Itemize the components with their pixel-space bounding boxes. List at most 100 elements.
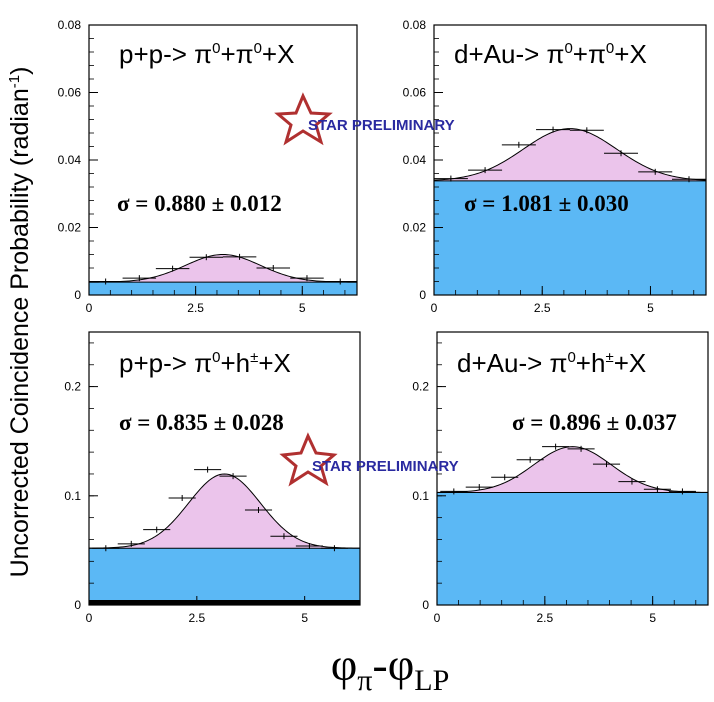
data-point xyxy=(194,466,222,473)
panel-title-part: +h xyxy=(220,348,250,378)
panel-title-part: 0 xyxy=(567,349,575,366)
fit-curve xyxy=(88,253,358,283)
y-tick-label: 0.06 xyxy=(58,86,82,100)
panels-layer: 00.020.040.060.080 2.5 5p+p-> π0+π0+Xσ = 0… xyxy=(58,18,709,625)
x-tick-label: 2.5 xyxy=(534,301,551,315)
data-point xyxy=(592,461,621,468)
data-point xyxy=(567,445,595,452)
panel-title-part: 0 xyxy=(212,40,220,57)
peak-fill xyxy=(437,446,708,493)
x-tick-label: 2.5 xyxy=(187,301,204,315)
peak-fill xyxy=(89,473,360,549)
data-point xyxy=(143,526,171,533)
x-tick-label: 2.5 xyxy=(536,611,553,625)
panel-title-part: +π xyxy=(573,39,606,69)
star-icon xyxy=(279,432,338,487)
x-tick-label: 0 xyxy=(86,611,93,625)
peak-fill xyxy=(434,128,706,181)
y-tick-label: 0.2 xyxy=(64,380,81,394)
pedestal-fill xyxy=(89,282,357,295)
panel-title: d+Au-> π0+h±+X xyxy=(457,348,646,378)
data-point xyxy=(244,506,273,513)
data-point xyxy=(671,176,706,183)
data-point xyxy=(88,278,123,285)
sigma-label: σ = 0.835 ± 0.028 xyxy=(119,410,284,435)
panel-title-part: 0 xyxy=(254,40,262,57)
panel-title-part: p+p-> π xyxy=(119,348,212,378)
sigma-label: σ = 0.896 ± 0.037 xyxy=(512,410,677,435)
y-axis-label-prefix: Uncorrected Coincidence Probability (rad… xyxy=(6,88,34,577)
data-point xyxy=(433,175,468,182)
star-preliminary-label: STAR PRELIMINARY xyxy=(312,458,459,475)
baseline-strip xyxy=(89,600,360,605)
data-point xyxy=(168,494,196,501)
data-point xyxy=(92,545,120,552)
data-point xyxy=(219,473,247,480)
panel-title-part: ± xyxy=(605,349,613,366)
pedestal-fill xyxy=(437,492,708,605)
panel-bottom-right: 00.10.20 2.5 5d+Au-> π0+h±+Xσ = 0.896 ± 0.… xyxy=(412,331,709,625)
y-tick-label: 0.04 xyxy=(58,153,82,167)
y-tick-label: 0 xyxy=(419,288,426,302)
y-tick-label: 0 xyxy=(74,288,81,302)
data-point xyxy=(256,265,291,271)
panel-bottom-left: 0 0.1 0.2 0 2.5 5 p+p-> π0+h±+X σ = 0.835 ± 0.0… xyxy=(64,331,361,625)
data-point xyxy=(320,545,348,552)
x-label-sub-lp: LP xyxy=(414,664,449,697)
y-tick-label: 0.1 xyxy=(412,489,429,503)
data-point xyxy=(290,275,324,282)
data-point xyxy=(536,126,571,133)
y-tick-label: 0 xyxy=(74,598,81,612)
pedestal-fill xyxy=(434,180,706,295)
x-tick-label: 5 xyxy=(647,301,654,315)
data-point xyxy=(122,275,157,282)
pedestal-fill xyxy=(89,548,360,605)
x-tick-label: 5 xyxy=(301,611,308,625)
x-label-phi-pi: φ xyxy=(331,639,358,690)
x-tick-label: 0 xyxy=(431,301,438,315)
panel-title-part: +h xyxy=(576,348,606,378)
data-point xyxy=(668,488,696,495)
panel-title-part: +X xyxy=(262,39,295,69)
y-tick-label: 0.2 xyxy=(412,380,429,394)
data-point xyxy=(638,168,673,175)
panel-title-part: d+Au-> π xyxy=(457,348,567,378)
data-point xyxy=(117,540,145,547)
data-point xyxy=(295,543,323,550)
panel-top-right: 00.020.040.060.080 2.5 5d+Au-> π0+π0+Xσ = … xyxy=(403,18,707,315)
panel-title-part: 0 xyxy=(606,40,614,57)
data-point xyxy=(189,254,224,261)
star-icon xyxy=(274,92,333,146)
panel-title: p+p-> π0+π0+X xyxy=(119,39,294,69)
data-point xyxy=(465,484,493,491)
star-watermark-top: STAR PRELIMINARY xyxy=(274,92,455,146)
y-axis-label: Uncorrected Coincidence Probability (rad… xyxy=(6,67,34,578)
panel-title-part: +X xyxy=(614,39,647,69)
star-watermark-bottom: STAR PRELIMINARY xyxy=(279,432,459,487)
x-label-phi-lp: φ xyxy=(388,639,415,690)
data-point xyxy=(542,443,570,450)
y-tick-label: 0.1 xyxy=(64,489,81,503)
panel-top-left: 00.020.040.060.080 2.5 5p+p-> π0+π0+Xσ = 0… xyxy=(58,18,358,315)
x-tick-label: 0 xyxy=(86,301,93,315)
y-tick-label: 0.08 xyxy=(58,18,82,32)
data-point xyxy=(618,478,646,485)
panel-title: d+Au-> π0+π0+X xyxy=(454,39,647,69)
panel-title-part: d+Au-> π xyxy=(454,39,564,69)
x-tick-label: 0 xyxy=(434,611,441,625)
panel-title: p+p-> π0+h±+X xyxy=(119,348,291,378)
y-tick-label: 0.02 xyxy=(403,221,427,235)
data-point xyxy=(222,253,257,260)
y-tick-label: 0.02 xyxy=(58,221,82,235)
data-point xyxy=(491,474,519,481)
y-axis-label-sup: -1 xyxy=(6,75,23,88)
x-label-sub-pi: π xyxy=(357,664,372,697)
y-tick-label: 0.08 xyxy=(403,18,427,32)
data-point xyxy=(155,265,190,272)
x-tick-label: 2.5 xyxy=(188,611,205,625)
panel-title-part: p+p-> π xyxy=(119,39,212,69)
y-tick-label: 0.04 xyxy=(403,153,427,167)
data-point xyxy=(501,141,536,148)
sigma-label: σ = 1.081 ± 0.030 xyxy=(464,191,629,216)
